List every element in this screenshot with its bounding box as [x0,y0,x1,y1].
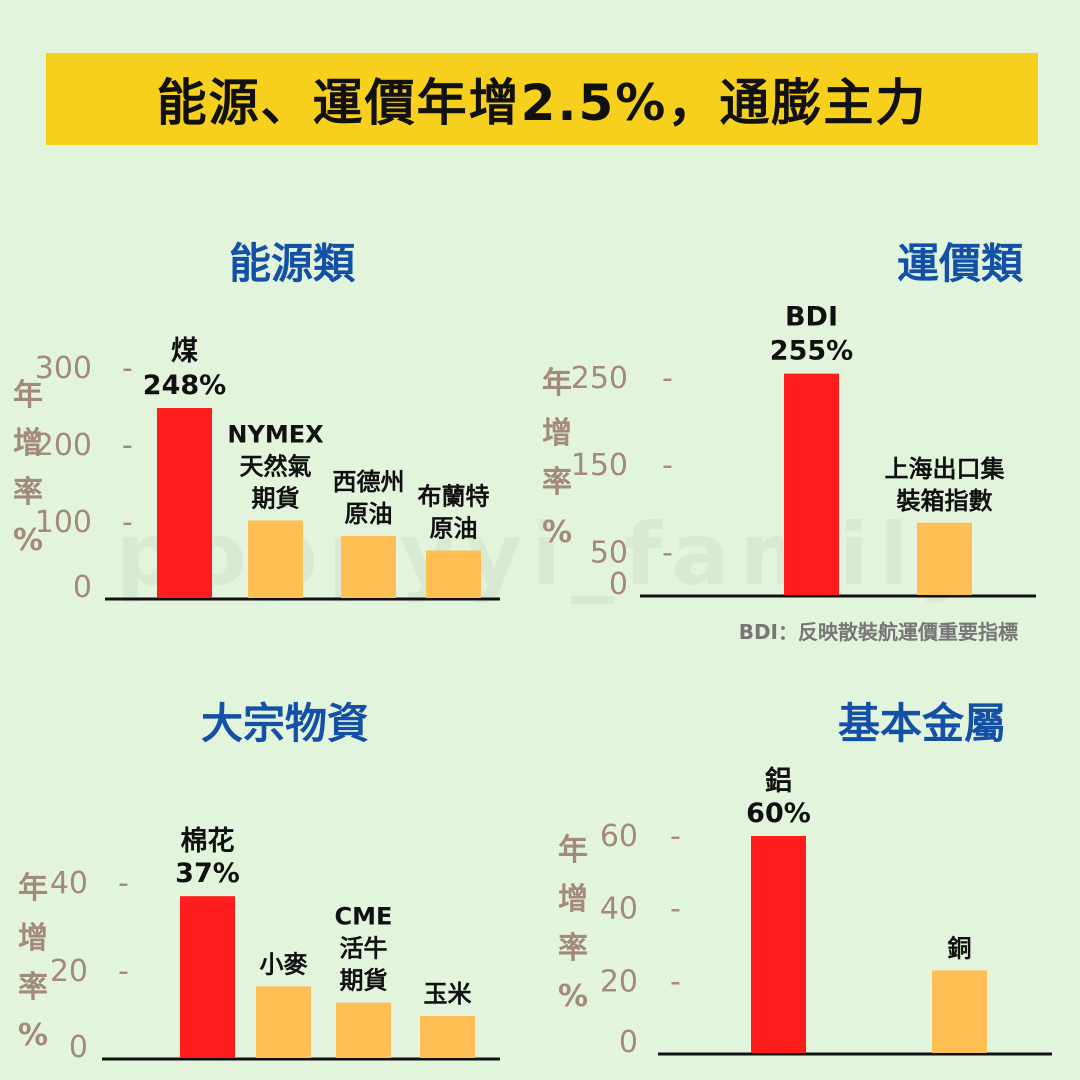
chart3-tick-label: 40 [50,866,88,901]
chart1-bar-label: 期貨 [252,484,300,512]
chart1-bar-label: 原油 [345,500,393,528]
chart4-bar [932,970,987,1053]
chart2-title: 運價類 [897,239,1024,288]
chart3-ylabel: % [18,1018,48,1053]
chart3-tick-label: 0 [69,1030,88,1065]
chart1-ylabel: % [13,523,43,558]
chart3-bar [256,986,311,1058]
chart2-tick-dash: - [662,535,673,570]
chart4-ylabel: % [558,979,588,1014]
chart2-bar-label: BDI [785,302,838,333]
chart4-tick-label: 20 [600,964,638,999]
chart3-bar-label: 玉米 [424,980,472,1008]
chart2-tick-dash: - [662,361,673,396]
chart1-tick-label: 200 [35,428,92,463]
chart1-bar [341,535,396,598]
chart2-tick-dash: - [662,448,673,483]
chart1-bar [426,550,481,598]
chart3-bar-label: CME [335,903,393,931]
chart2-bar [784,373,839,595]
chart2-note: BDI：反映散裝航運價重要指標 [739,620,1018,644]
chart4-ylabel: 增 [558,882,588,917]
chart1-bar-label: 原油 [430,514,478,542]
chart4-tick-dash: - [670,892,681,927]
chart1-bar-label: 煤 [171,336,198,367]
chart2-tick-label: 150 [571,448,628,483]
chart4-bar-label: 60% [746,798,811,829]
chart4-tick-dash: - [670,964,681,999]
chart4-tick-dash: - [670,819,681,854]
chart3-ylabel: 率 [18,970,48,1005]
chart3-ylabel: 增 [18,921,48,956]
page-title: 能源、運價年增2.5%，通膨主力 [46,53,1038,145]
chart3-bar-label: 小麥 [260,950,309,978]
chart3-bar [336,1002,391,1058]
chart4-title: 基本金屬 [838,699,1006,748]
chart1-bar-label: NYMEX [227,420,324,448]
chart1-tick-dash: - [122,428,133,463]
chart1-tick-label: 300 [35,351,92,386]
chart1-tick-label: 0 [73,570,92,605]
chart3-bar [420,1015,475,1058]
chart1-title: 能源類 [229,239,356,288]
chart4-ylabel: 率 [558,931,588,966]
chart3-bar-label: 棉花 [181,826,235,857]
chart1-bar-label: 布蘭特 [418,482,490,510]
chart4-tick-label: 60 [600,819,638,854]
chart1-ylabel: 年 [13,378,43,413]
chart2-ylabel: 率 [542,465,572,500]
chart1-tick-dash: - [122,351,133,386]
chart4-tick-label: 0 [619,1025,638,1060]
chart2-tick-label: 50 [590,535,628,570]
chart3-tick-label: 20 [50,954,88,989]
chart4-bar-label: 銅 [948,934,972,962]
chart2-ylabel: 年 [542,366,572,401]
chart3-bar-label: 期貨 [340,967,388,995]
chart3-tick-dash: - [118,954,129,989]
chart2-ylabel: 增 [542,416,572,451]
chart4-bar [751,836,806,1053]
chart1-bar-label: 天然氣 [240,452,312,480]
chart2-bar-label: 255% [770,336,853,367]
chart1-bar-label: 西德州 [333,468,405,496]
chart4-tick-label: 40 [600,892,638,927]
chart1-bar [157,408,212,598]
chart1-ylabel: 率 [13,475,43,510]
chart3-bar-label: 37% [175,858,240,889]
chart2-tick-label: 0 [609,567,628,602]
chart2-bar-label: 上海出口集 [885,455,1006,483]
chart1-bar-label: 248% [143,370,226,401]
chart2-tick-label: 250 [571,361,628,396]
chart3-title: 大宗物資 [201,699,369,748]
chart3-bar [180,896,235,1058]
chart4-bar-label: 鋁 [765,765,792,797]
chart4-ylabel: 年 [558,833,588,868]
chart2-bar [917,522,972,595]
chart1-bar [248,520,303,598]
chart2-ylabel: % [542,515,572,550]
chart3-tick-dash: - [118,866,129,901]
chart1-tick-label: 100 [35,505,92,540]
chart3-bar-label: 活牛 [340,935,388,963]
chart1-ylabel: 增 [13,426,43,461]
chart1-tick-dash: - [122,505,133,540]
chart2-bar-label: 裝箱指數 [896,487,993,515]
chart3-ylabel: 年 [18,871,48,906]
